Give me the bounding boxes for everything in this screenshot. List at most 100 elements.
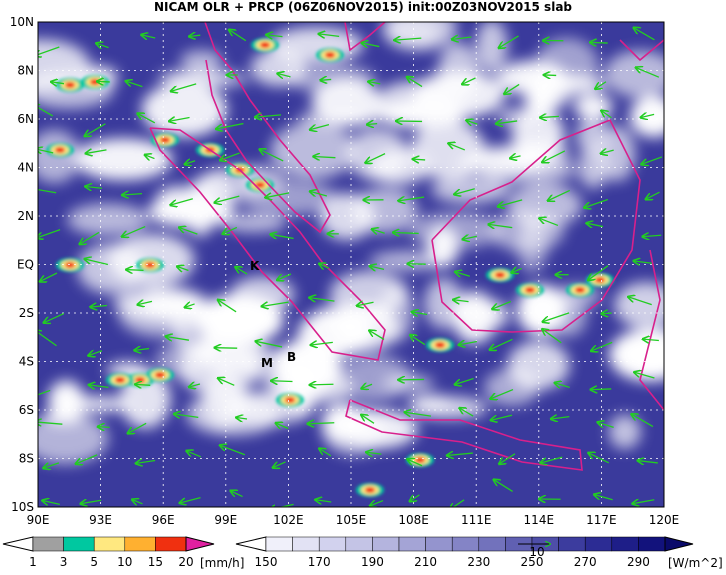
precip-cell bbox=[575, 287, 585, 293]
cloud bbox=[282, 365, 317, 415]
colorbar-box bbox=[266, 537, 293, 551]
cloud bbox=[576, 119, 609, 153]
colorbar-label: 170 bbox=[308, 555, 331, 569]
colorbar-box bbox=[612, 537, 639, 551]
colorbar-box bbox=[399, 537, 426, 551]
lon-label: 108E bbox=[398, 513, 429, 527]
cloud bbox=[119, 292, 206, 337]
marker-label: K bbox=[250, 259, 260, 273]
cloud bbox=[630, 96, 677, 138]
precip-cell bbox=[325, 52, 335, 58]
cloud bbox=[184, 179, 216, 237]
colorbar-box bbox=[125, 537, 156, 551]
lon-label: 120E bbox=[649, 513, 680, 527]
lon-label: 102E bbox=[273, 513, 304, 527]
colorbar-box bbox=[33, 537, 64, 551]
wind-vector bbox=[126, 270, 143, 271]
marker-label: M bbox=[261, 356, 273, 370]
colorbar-under bbox=[3, 537, 33, 551]
lat-label: 4S bbox=[19, 355, 34, 369]
colorbar-label: 1 bbox=[29, 555, 37, 569]
precip-cell bbox=[145, 262, 155, 268]
cloud bbox=[574, 94, 613, 120]
cloud bbox=[614, 282, 677, 328]
wind-vector bbox=[271, 381, 292, 382]
colorbar-box bbox=[559, 537, 586, 551]
colorbar-box bbox=[319, 537, 346, 551]
precip-cell bbox=[595, 277, 605, 283]
precip-cell bbox=[55, 147, 65, 153]
lon-label: 90E bbox=[27, 513, 50, 527]
cloud bbox=[339, 410, 418, 449]
colorbar-box bbox=[293, 537, 320, 551]
colorbar-under bbox=[236, 537, 266, 551]
lon-label: 117E bbox=[586, 513, 617, 527]
colorbar-label: 290 bbox=[627, 555, 650, 569]
cloud bbox=[376, 99, 466, 128]
wind-vector bbox=[321, 79, 332, 80]
reference-vector-label: 10 bbox=[529, 545, 544, 559]
precip-cell bbox=[115, 377, 125, 383]
cloud bbox=[28, 130, 80, 183]
precip-cell bbox=[135, 377, 145, 383]
lon-label: 114E bbox=[524, 513, 555, 527]
precip-cell bbox=[435, 342, 445, 348]
cloud bbox=[383, 375, 435, 391]
cloud bbox=[604, 51, 676, 98]
lat-label: 6N bbox=[17, 112, 34, 126]
colorbar-label: 210 bbox=[414, 555, 437, 569]
lat-label: 8N bbox=[17, 64, 34, 78]
colorbar-unit: [W/m^2] bbox=[668, 556, 723, 570]
colorbar-box bbox=[452, 537, 479, 551]
colorbar-box bbox=[94, 537, 125, 551]
wind-vector bbox=[602, 313, 612, 314]
lon-label: 93E bbox=[89, 513, 112, 527]
map-field bbox=[0, 6, 695, 510]
cloud bbox=[610, 337, 694, 370]
cloud bbox=[298, 310, 375, 357]
cloud bbox=[180, 50, 223, 71]
lat-label: 2S bbox=[19, 306, 34, 320]
cloud bbox=[497, 61, 567, 95]
lon-label: 105E bbox=[336, 513, 367, 527]
colorbar-label: 20 bbox=[178, 555, 193, 569]
colorbar-label: 3 bbox=[60, 555, 68, 569]
lat-label: 10S bbox=[11, 500, 34, 514]
lon-label: 99E bbox=[214, 513, 237, 527]
wind-vector bbox=[215, 348, 237, 349]
precip-cell bbox=[285, 397, 295, 403]
colorbar-label: 5 bbox=[90, 555, 98, 569]
precip-cell bbox=[260, 42, 270, 48]
cloud bbox=[202, 370, 247, 428]
colorbar-box bbox=[479, 537, 506, 551]
wind-vector bbox=[98, 427, 109, 428]
colorbar-label: 270 bbox=[574, 555, 597, 569]
title: NICAM OLR + PRCP (06Z06NOV2015) init:00Z… bbox=[154, 0, 572, 14]
wind-vector bbox=[591, 389, 611, 390]
cloud bbox=[408, 393, 451, 411]
wind-vector bbox=[544, 75, 556, 76]
precip-cell bbox=[525, 287, 535, 293]
colorbar-unit: [mm/h] bbox=[200, 556, 244, 570]
precip-cell bbox=[415, 457, 425, 463]
lat-label: 6S bbox=[19, 403, 34, 417]
colorbar-box bbox=[638, 537, 665, 551]
colorbar-over bbox=[665, 537, 693, 551]
colorbar-box bbox=[64, 537, 95, 551]
marker-label: B bbox=[287, 350, 296, 364]
precip-cell bbox=[495, 272, 505, 278]
colorbar-box bbox=[372, 537, 399, 551]
cloud bbox=[427, 226, 459, 267]
cloud bbox=[609, 415, 641, 449]
lon-label: 111E bbox=[461, 513, 492, 527]
colorbar-label: 190 bbox=[361, 555, 384, 569]
colorbar-box bbox=[155, 537, 186, 551]
lat-label: 10N bbox=[10, 15, 34, 29]
colorbar-label: 150 bbox=[255, 555, 278, 569]
colorbar-over bbox=[186, 537, 214, 551]
lat-label: EQ bbox=[17, 258, 34, 272]
wind-vector bbox=[310, 384, 334, 385]
